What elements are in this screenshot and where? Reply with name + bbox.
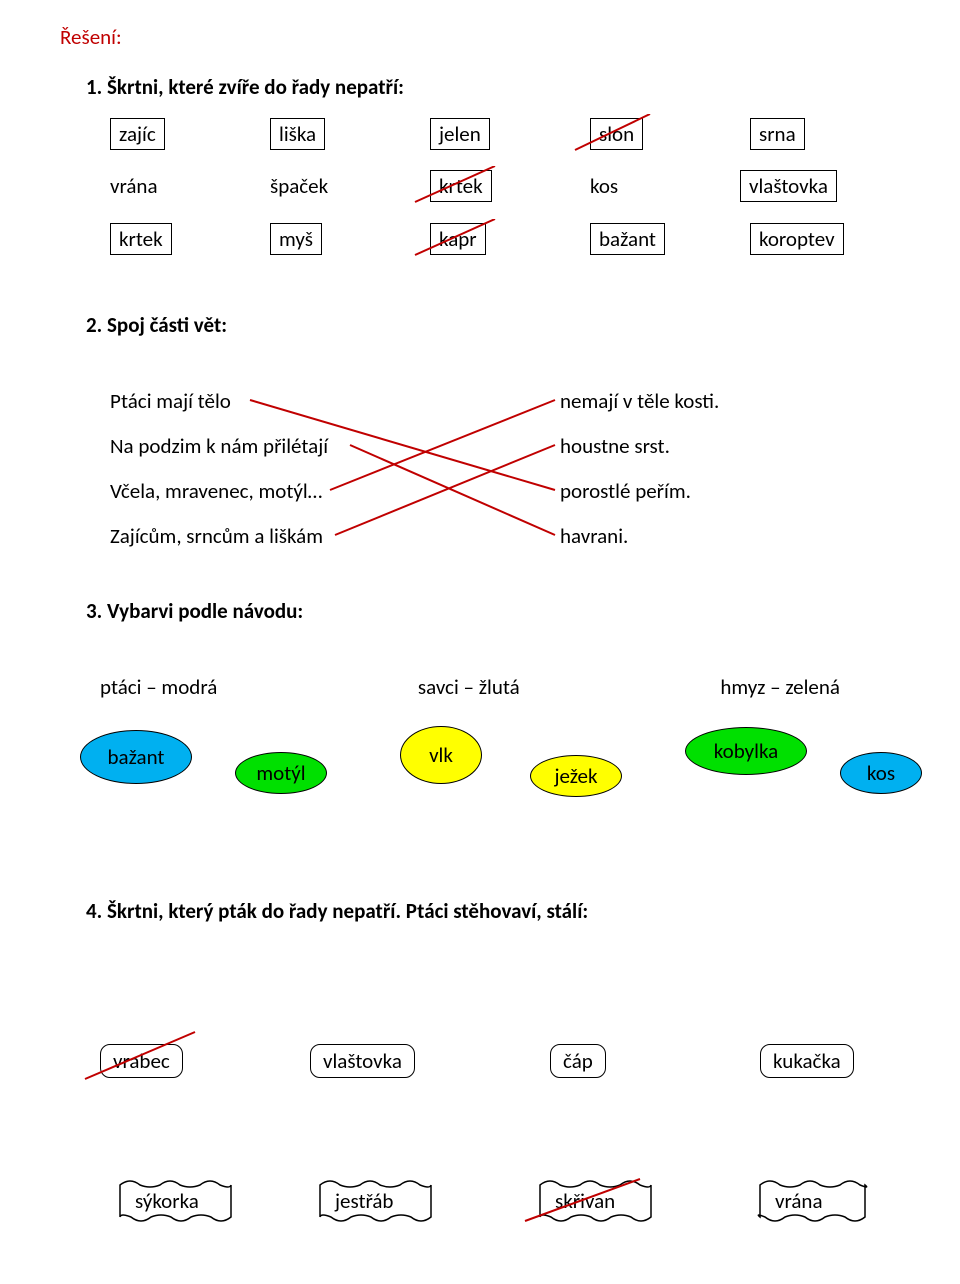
connection-line: [350, 445, 555, 535]
wave-row: sýkorka jestřáb skřivan vrána: [60, 1184, 940, 1244]
solution-heading: Řešení:: [60, 24, 900, 50]
sentence-left: Včela, mravenec, motýl…: [110, 478, 322, 504]
task3-area: ptáci – modrá savci – žlutá hmyz – zelen…: [60, 674, 900, 874]
bird-box: vlaštovka: [310, 1044, 415, 1078]
connection-line: [330, 400, 555, 490]
task3-title: 3. Vybarvi podle návodu:: [86, 598, 900, 624]
word: vrána: [110, 173, 158, 199]
word-box: liška: [270, 118, 325, 150]
bird-wave-box: jestřáb: [320, 1184, 378, 1210]
word: špaček: [270, 173, 328, 199]
connection-line: [335, 445, 555, 535]
word-box: kapr: [430, 223, 486, 255]
word-box: krtek: [110, 223, 172, 255]
word-box: bažant: [590, 223, 665, 255]
word-box: myš: [270, 223, 322, 255]
word-box: krtek: [430, 170, 492, 202]
legend-item: ptáci – modrá: [100, 674, 217, 700]
task1-title: 1. Škrtni, které zvíře do řady nepatří:: [86, 74, 900, 100]
word-box: zajíc: [110, 118, 165, 150]
task2-title: 2. Spoj části vět:: [86, 312, 900, 338]
color-bubble: bažant: [80, 730, 192, 784]
word-box: slon: [590, 118, 643, 150]
color-bubble: motýl: [235, 752, 327, 794]
sentence-right: nemají v těle kosti.: [560, 388, 719, 414]
sentence-left: Ptáci mají tělo: [110, 388, 231, 414]
task2-area: Ptáci mají tělo Na podzim k nám přilétaj…: [60, 388, 900, 588]
sentence-left: Na podzim k nám přilétají: [110, 433, 328, 459]
color-bubble: kobylka: [685, 727, 807, 775]
legend-item: hmyz – zelená: [720, 674, 840, 700]
color-bubble: vlk: [400, 726, 482, 784]
task4-area: vrabec vlaštovka čáp kukačka sýkorka jest…: [60, 954, 900, 1284]
task4-title: 4. Škrtni, který pták do řady nepatří. P…: [86, 898, 900, 924]
word-box: vlaštovka: [740, 170, 837, 202]
word-box: jelen: [430, 118, 490, 150]
bird-box: čáp: [550, 1044, 606, 1078]
bird-wave-box: skřivan: [540, 1184, 600, 1210]
bird-box: kukačka: [760, 1044, 854, 1078]
sentence-left: Zajícům, srncům a liškám: [110, 523, 323, 549]
bubble-row: bažantmotýlvlkježekkobylkakos: [60, 730, 940, 800]
word: kos: [590, 173, 618, 199]
sentence-right: houstne srst.: [560, 433, 670, 459]
word-box: srna: [750, 118, 805, 150]
bird-wave-box: vrána: [760, 1184, 808, 1210]
word-box: koroptev: [750, 223, 844, 255]
legend-item: savci – žlutá: [418, 674, 520, 700]
bird-wave-box: sýkorka: [120, 1184, 184, 1210]
sentence-right: porostlé peřím.: [560, 478, 691, 504]
color-bubble: kos: [840, 752, 922, 794]
bird-box: vrabec: [100, 1044, 183, 1078]
task1-area: zajíc liška jelen slon srna vrána špaček…: [60, 118, 900, 288]
sentence-right: havrani.: [560, 523, 628, 549]
color-bubble: ježek: [530, 755, 622, 797]
